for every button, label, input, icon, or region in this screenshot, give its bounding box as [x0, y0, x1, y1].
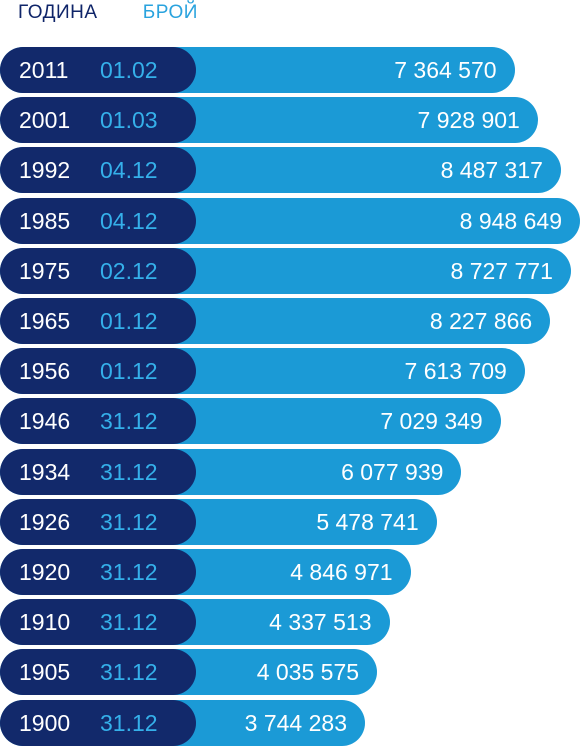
bar-row: 1946 31.12 7 029 349: [0, 398, 501, 445]
date-label: 31.12: [100, 408, 158, 435]
year-label: 1965: [19, 308, 71, 334]
year-label: 1992: [19, 157, 71, 184]
year-pill: [0, 197, 196, 244]
year-label: 1920: [19, 559, 71, 585]
year-pill: [0, 348, 196, 395]
date-label: 01.12: [100, 358, 158, 385]
value-label: 4 337 513: [269, 609, 372, 636]
bar-row: 1910 31.12 4 337 513: [0, 599, 390, 646]
date-label: 04.12: [100, 157, 158, 184]
date-label: 01.02: [100, 57, 158, 83]
date-label: 01.12: [100, 308, 158, 334]
year-label: 1900: [19, 709, 71, 736]
year-label: 1905: [19, 659, 71, 686]
year-label: 1975: [19, 257, 71, 284]
date-label: 04.12: [100, 207, 158, 234]
bar-row: 1920 31.12 4 846 971: [0, 549, 411, 595]
bar-row: 1926 31.12 5 478 741: [0, 498, 437, 545]
value-label: 7 364 570: [394, 57, 497, 83]
year-pill: [0, 649, 196, 696]
bar-row: 1956 01.12 7 613 709: [0, 348, 525, 395]
year-pill: [0, 699, 196, 746]
bar-row: 1900 31.12 3 744 283: [0, 699, 365, 746]
year-label: 1926: [19, 508, 71, 535]
value-label: 5 478 741: [316, 508, 419, 535]
bar-row: 1965 01.12 8 227 866: [0, 298, 551, 344]
value-label: 3 744 283: [244, 709, 347, 736]
value-label: 8 948 649: [459, 207, 562, 234]
year-label: 1946: [19, 408, 71, 435]
year-pill: [0, 47, 196, 93]
year-pill: [0, 247, 196, 294]
year-pill: [0, 599, 196, 646]
date-label: 31.12: [100, 559, 158, 585]
count-column-label: БРОЙ: [142, 2, 198, 23]
bar-row: 1992 04.12 8 487 317: [0, 147, 561, 194]
year-pill: [0, 97, 196, 144]
year-pill: [0, 549, 196, 595]
year-pill: [0, 298, 196, 344]
bar-row: 2001 01.03 7 928 901: [0, 97, 538, 144]
date-label: 31.12: [100, 709, 158, 736]
date-label: 31.12: [100, 458, 158, 485]
date-label: 31.12: [100, 508, 158, 535]
year-pill: [0, 498, 196, 545]
year-pill: [0, 147, 196, 194]
value-label: 7 613 709: [404, 358, 507, 385]
value-label: 7 029 349: [380, 408, 483, 435]
value-label: 7 928 901: [417, 107, 520, 134]
chart-header: ГОДИНА БРОЙ: [18, 2, 198, 28]
year-column-label: ГОДИНА: [18, 2, 98, 23]
value-label: 8 727 771: [450, 257, 553, 284]
date-label: 31.12: [100, 609, 158, 636]
year-label: 2001: [19, 107, 71, 134]
bar-row: 1985 04.12 8 948 649: [0, 197, 580, 244]
value-label: 6 077 939: [341, 458, 444, 485]
bar-row: 1934 31.12 6 077 939: [0, 448, 462, 495]
value-label: 8 227 866: [429, 308, 533, 334]
bar-row: 2011 01.02 7 364 570: [0, 47, 515, 93]
bar-row: 1975 02.12 8 727 771: [0, 247, 571, 294]
year-label: 1956: [19, 358, 71, 385]
value-label: 8 487 317: [440, 157, 543, 184]
year-label: 1934: [19, 458, 71, 485]
date-label: 31.12: [100, 659, 158, 686]
year-pill: [0, 448, 196, 495]
value-label: 4 846 971: [290, 559, 393, 585]
year-label: 1985: [19, 207, 71, 234]
year-label: 2011: [19, 57, 69, 83]
date-label: 01.03: [100, 107, 158, 134]
date-label: 02.12: [100, 257, 158, 284]
value-label: 4 035 575: [256, 659, 360, 686]
bar-row: 1905 31.12 4 035 575: [0, 649, 378, 696]
year-pill: [0, 398, 196, 445]
year-label: 1910: [19, 609, 71, 636]
